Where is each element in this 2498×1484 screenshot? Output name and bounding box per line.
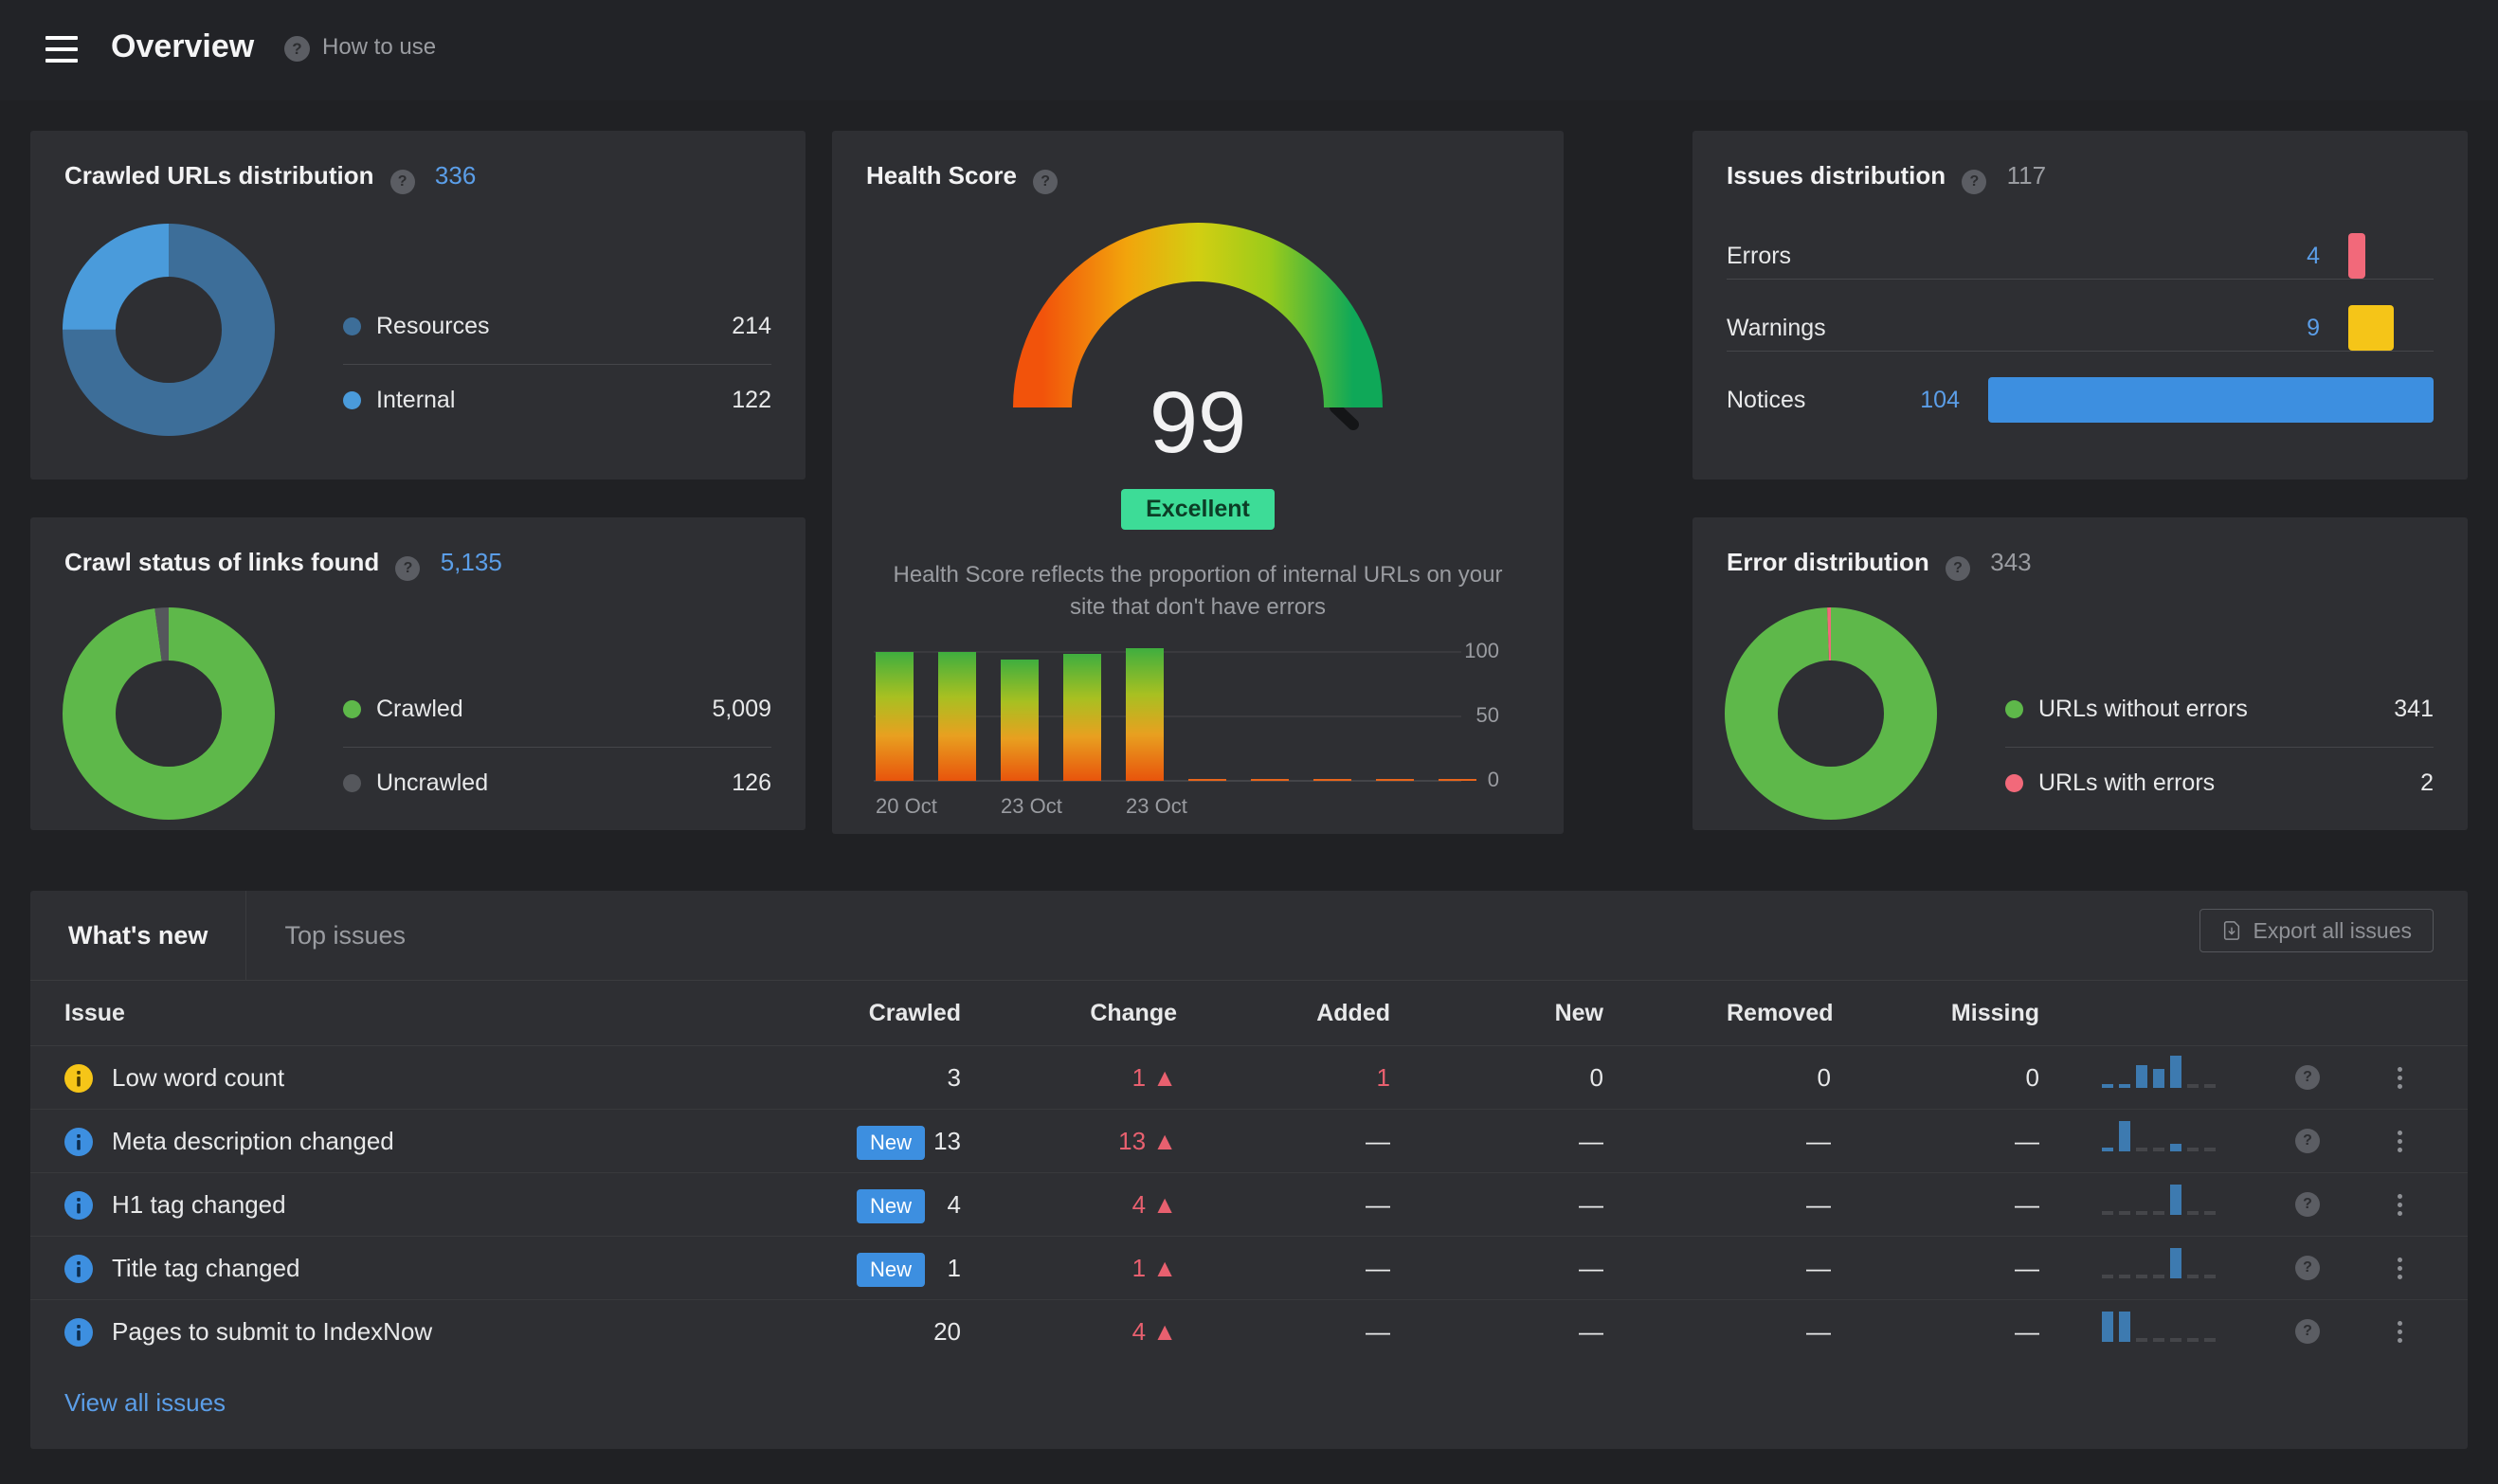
svg-text:20 Oct: 20 Oct (876, 794, 937, 818)
svg-text:0: 0 (1488, 768, 1499, 791)
svg-text:100: 100 (1464, 642, 1499, 662)
svg-text:23 Oct: 23 Oct (1001, 794, 1062, 818)
svg-text:50: 50 (1476, 703, 1499, 727)
svg-text:23 Oct: 23 Oct (1126, 794, 1187, 818)
